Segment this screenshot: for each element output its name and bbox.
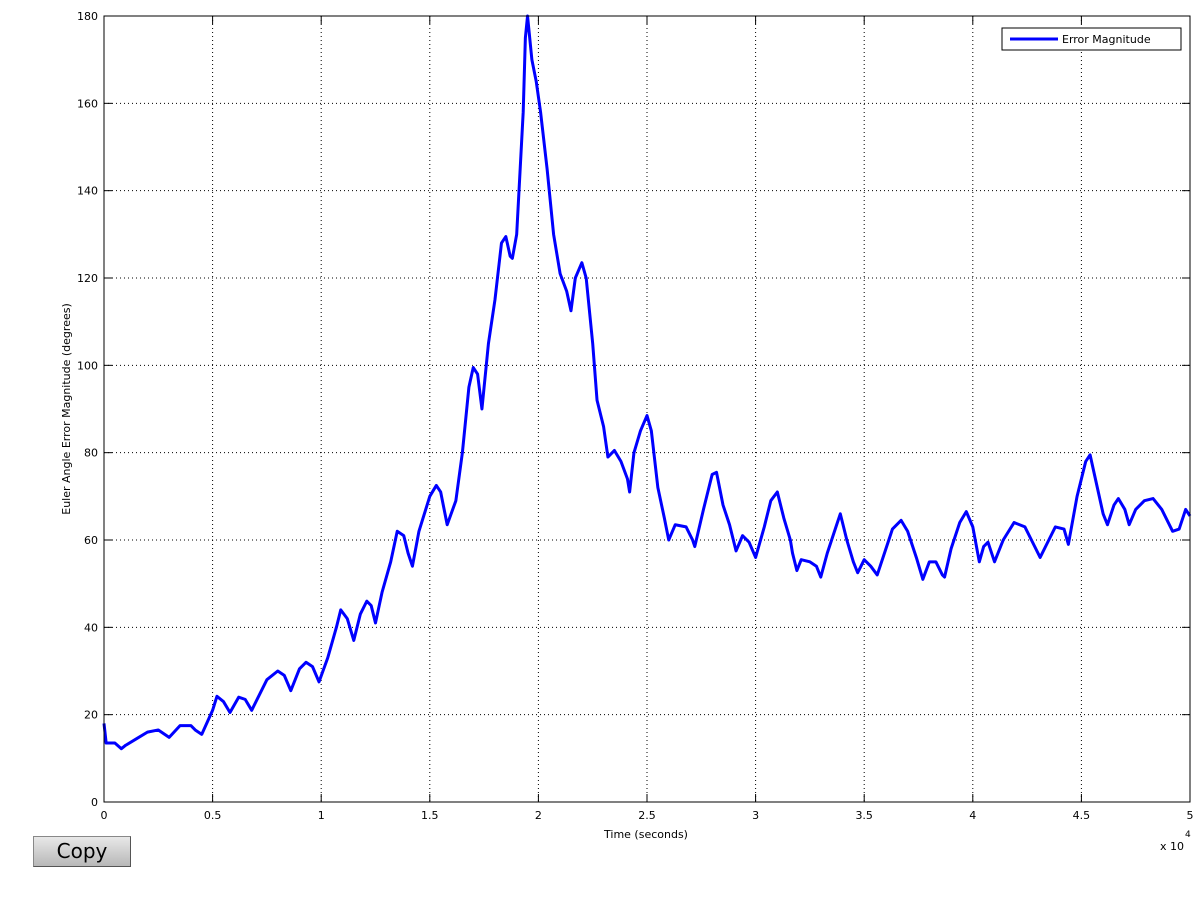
x-tick-label: 1 <box>318 809 325 822</box>
legend-box <box>1001 27 1182 51</box>
y-axis-label: Euler Angle Error Magnitude (degrees) <box>60 303 73 515</box>
legend: Error Magnitude <box>1001 27 1182 51</box>
x-tick-label: 3 <box>752 809 759 822</box>
y-tick-label: 40 <box>84 621 98 634</box>
x-tick-label: 1.5 <box>421 809 439 822</box>
legend-label: Error Magnitude <box>1062 33 1151 46</box>
y-tick-label: 60 <box>84 534 98 547</box>
x-tick-label: 5 <box>1187 809 1194 822</box>
x-tick-label: 0.5 <box>204 809 222 822</box>
y-tick-label: 0 <box>91 796 98 809</box>
y-tick-label: 160 <box>77 97 98 110</box>
x-tick-label: 4.5 <box>1073 809 1091 822</box>
y-tick-label: 120 <box>77 272 98 285</box>
x-axis-label: Time (seconds) <box>603 828 688 841</box>
y-tick-label: 80 <box>84 447 98 460</box>
x-tick-label: 3.5 <box>855 809 873 822</box>
x-tick-label: 0 <box>101 809 108 822</box>
x-multiplier-exponent: 4 <box>1185 830 1191 840</box>
y-tick-label: 140 <box>77 185 98 198</box>
plot <box>102 14 1192 751</box>
y-tick-label: 100 <box>77 359 98 372</box>
copy-button[interactable]: Copy <box>33 836 131 867</box>
x-tick-label: 4 <box>969 809 976 822</box>
x-tick-label: 2 <box>535 809 542 822</box>
data-line <box>102 14 1192 751</box>
y-tick-label: 20 <box>84 709 98 722</box>
x-tick-label: 2.5 <box>638 809 656 822</box>
axes-box <box>103 15 1191 803</box>
x-multiplier: x 10 <box>1160 840 1184 853</box>
y-tick-label: 180 <box>77 10 98 23</box>
